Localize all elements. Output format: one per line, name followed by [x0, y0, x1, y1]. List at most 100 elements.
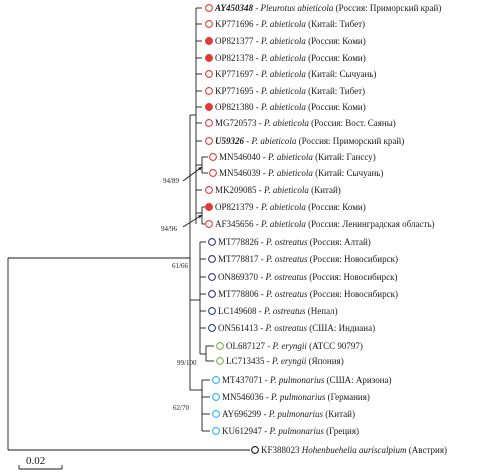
leaf-locality: (Япония) [306, 356, 343, 366]
support-value: 94/89 [163, 177, 179, 185]
leaf-separator: - [261, 168, 269, 178]
leaf: AY696299 - P. pulmonarius (Китай) [212, 409, 355, 419]
leaf-accession: ON869370 [218, 272, 258, 282]
leaf-locality: (Россия: Новосибирск) [307, 272, 397, 282]
leaf-separator: - [265, 356, 273, 366]
leaf-marker-icon [205, 203, 213, 211]
leaf-marker-icon [205, 186, 213, 194]
leaf-species: Hohenbuehelia auriscalpium [301, 445, 407, 455]
leaf-accession: AY450348 [214, 3, 254, 13]
leaf-accession: LC149608 [218, 306, 257, 316]
leaf: AY450348 - Pleurotus abieticola (Россия:… [205, 3, 441, 13]
leaf-accession: MN546036 [222, 392, 264, 402]
leaf-label: MT437071 - P. pulmonarius (США: Аризона) [222, 375, 392, 385]
leaf-marker-icon [216, 357, 224, 365]
leaf-locality: (Китай) [323, 409, 355, 419]
leaf-separator: - [254, 53, 262, 63]
leaf-label: MT778826 - P. ostreatus (Россия: Алтай) [218, 237, 371, 247]
leaf-species: P. abieticola [260, 36, 306, 46]
leaf-locality: (Россия: Коми) [306, 102, 366, 112]
leaf-separator: - [257, 118, 265, 128]
leaf-marker-icon [212, 427, 220, 435]
leaf-label: MK209085 - P. abieticola (Китай) [215, 185, 341, 195]
leaf-marker-icon [205, 54, 213, 62]
leaf-label: KP771696 - P. abieticola (Китай: Тибет) [215, 19, 365, 29]
leaf-locality: (Россия: Алтай) [308, 237, 371, 247]
leaf-separator: - [244, 136, 252, 146]
leaf: MT778817 - P. ostreatus (Россия: Новосиб… [208, 254, 398, 264]
leaf-species: P. abieticola [251, 136, 297, 146]
leaf-marker-icon [212, 410, 220, 418]
leaf-label: OL687127 - P. eryngii (ATCC 90797) [226, 341, 363, 351]
leaf: KU612947 - P. pulmonarius (Греция) [212, 426, 359, 436]
leaf-label: MT778817 - P. ostreatus (Россия: Новосиб… [218, 254, 398, 264]
leaf-label: U59326 - P. abieticola (Россия: Приморск… [215, 136, 404, 146]
leaf-species: P. pulmonarius [268, 409, 324, 419]
leaf-label: MT778806 - P. ostreatus (Россия: Новосиб… [218, 289, 398, 299]
leaf-species: P. pulmonarius [270, 392, 326, 402]
leaf-accession: AY696299 [222, 409, 262, 419]
leaf-label: LC149608 - P. ostreatus (Непал) [218, 306, 338, 316]
leaf-marker-icon [205, 119, 213, 127]
leaf-label: AY450348 - Pleurotus abieticola (Россия:… [214, 3, 441, 13]
leaf-accession: OP821378 [215, 53, 254, 63]
leaf-accession: KP771695 [215, 86, 254, 96]
leaf-accession: MG720573 [215, 118, 257, 128]
leaf-separator: - [259, 237, 267, 247]
leaf: LC713435 - P. eryngii (Япония) [216, 356, 344, 366]
leaf: KF388023 Hohenbuehelia auriscalpium (Авс… [251, 445, 447, 455]
support-value: 99/100 [177, 359, 197, 367]
leaf-label: MN546036 - P. pulmonarius (Германия) [222, 392, 370, 402]
leaf-locality: (США: Аризона) [324, 375, 391, 385]
leaf-species: P. ostreatus [265, 272, 308, 282]
leaf-label: KF388023 Hohenbuehelia auriscalpium (Авс… [261, 445, 447, 455]
leaf-locality: (Россия: Новосибирск) [308, 289, 398, 299]
leaf-marker-icon [208, 255, 216, 263]
leaf-species: P. pulmonarius [269, 375, 325, 385]
leaf: MT778806 - P. ostreatus (Россия: Новосиб… [208, 289, 398, 299]
support-pointer-arrowhead [198, 215, 202, 219]
leaf-marker-icon [208, 307, 216, 315]
leaf: MN546036 - P. pulmonarius (Германия) [212, 392, 370, 402]
leaf-separator: - [258, 272, 266, 282]
support-value: 62/70 [173, 404, 189, 412]
tree-leaves: AY450348 - Pleurotus abieticola (Россия:… [205, 3, 447, 455]
leaf-separator: - [264, 392, 272, 402]
scale-bar-label: 0.02 [26, 455, 45, 467]
leaf: MN546040 - P. abieticola (Китай: Ганссу) [209, 152, 376, 162]
leaf-locality: (Россия: Коми) [306, 36, 366, 46]
leaf-species: P. abieticola [260, 102, 306, 112]
leaf-separator: - [259, 289, 267, 299]
leaf-separator: - [263, 375, 271, 385]
leaf-locality: (ATCC 90797) [307, 341, 363, 351]
leaf-marker-icon [208, 273, 216, 281]
leaf-accession: OP821379 [215, 202, 254, 212]
leaf-marker-icon [209, 153, 217, 161]
leaf-label: OP821379 - P. abieticola (Россия: Коми) [215, 202, 366, 212]
leaf-separator: - [257, 185, 265, 195]
leaf-species: P. abieticola [263, 185, 309, 195]
leaf-separator: - [262, 426, 270, 436]
leaf-species: P. abieticola [260, 53, 306, 63]
leaf-label: KU612947 - P. pulmonarius (Греция) [222, 426, 359, 436]
leaf-locality: (Греция) [324, 426, 359, 436]
support-values: 94/89 94/96 61/66 99/100 62/70 [161, 177, 197, 412]
leaf: OP821377 - P. abieticola (Россия: Коми) [205, 36, 366, 46]
leaf-accession: AF345656 [215, 219, 254, 229]
support-pointers [182, 166, 203, 228]
leaf-locality: (Непал) [306, 306, 338, 316]
leaf-species: P. abieticola [260, 86, 306, 96]
leaf-marker-icon [212, 376, 220, 384]
leaf-species: P. pulmonarius [269, 426, 325, 436]
leaf-separator: - [257, 306, 265, 316]
leaf: OP821379 - P. abieticola (Россия: Коми) [205, 202, 366, 212]
leaf-accession: KU612947 [222, 426, 262, 436]
leaf-separator: - [261, 409, 269, 419]
leaf-locality: (Россия: Вост. Саяны) [309, 118, 396, 128]
leaf-species: Pleurotus abieticola [260, 3, 334, 13]
leaf-separator: - [254, 219, 262, 229]
leaf-label: MG720573 - P. abieticola (Россия: Вост. … [215, 118, 396, 128]
leaf-species: P. abieticola [267, 168, 313, 178]
leaf-locality: (Россия: Коми) [306, 202, 366, 212]
leaf-label: AY696299 - P. pulmonarius (Китай) [222, 409, 355, 419]
